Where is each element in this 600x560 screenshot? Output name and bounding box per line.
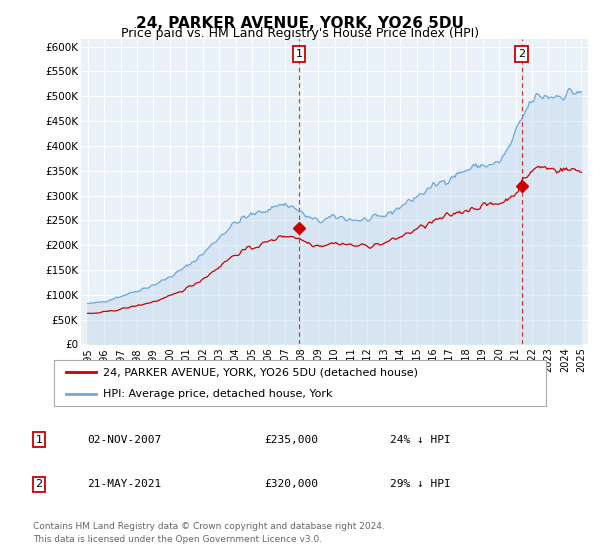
Text: Contains HM Land Registry data © Crown copyright and database right 2024.: Contains HM Land Registry data © Crown c… <box>33 522 385 531</box>
Text: £320,000: £320,000 <box>264 479 318 489</box>
Text: 1: 1 <box>35 435 43 445</box>
Text: 2: 2 <box>35 479 43 489</box>
Text: This data is licensed under the Open Government Licence v3.0.: This data is licensed under the Open Gov… <box>33 535 322 544</box>
Text: Price paid vs. HM Land Registry's House Price Index (HPI): Price paid vs. HM Land Registry's House … <box>121 27 479 40</box>
Text: 1: 1 <box>295 49 302 59</box>
Text: HPI: Average price, detached house, York: HPI: Average price, detached house, York <box>103 389 332 399</box>
Text: 24, PARKER AVENUE, YORK, YO26 5DU: 24, PARKER AVENUE, YORK, YO26 5DU <box>136 16 464 31</box>
Text: 29% ↓ HPI: 29% ↓ HPI <box>390 479 451 489</box>
Text: 02-NOV-2007: 02-NOV-2007 <box>87 435 161 445</box>
Text: 24, PARKER AVENUE, YORK, YO26 5DU (detached house): 24, PARKER AVENUE, YORK, YO26 5DU (detac… <box>103 367 418 377</box>
Text: 2: 2 <box>518 49 526 59</box>
Text: 21-MAY-2021: 21-MAY-2021 <box>87 479 161 489</box>
Text: £235,000: £235,000 <box>264 435 318 445</box>
Text: 24% ↓ HPI: 24% ↓ HPI <box>390 435 451 445</box>
